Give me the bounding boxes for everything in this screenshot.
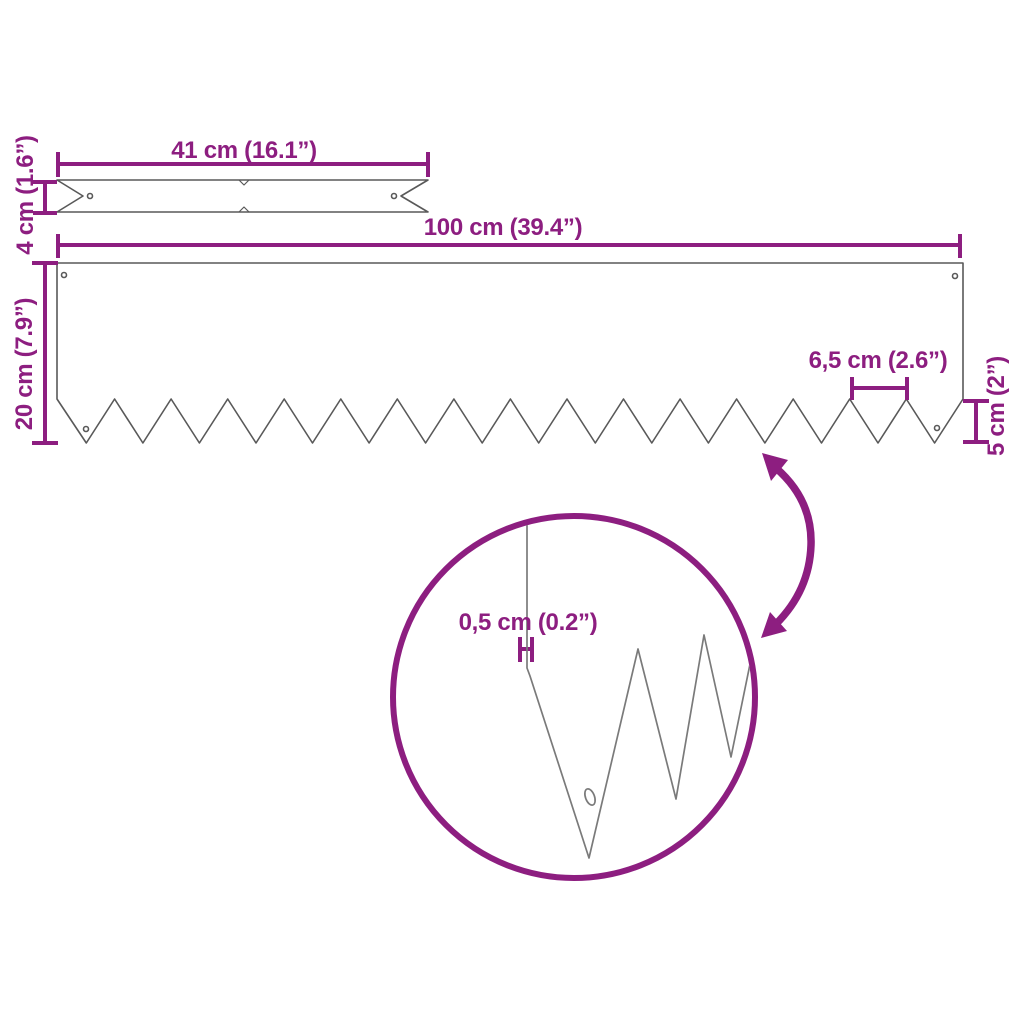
tooth-spacing-label: 6,5 cm (2.6”) [808,347,948,374]
panel-hole-top-right [951,272,959,280]
panel-height-label: 20 cm (7.9”) [11,297,38,431]
strip-hole-left [86,192,94,200]
zoom-detail-content [526,519,752,859]
tooth-height-label: 5 cm (2”) [983,355,1010,457]
strip-length-label: 41 cm (16.1”) [171,137,317,164]
dim-panel-height [32,261,58,445]
strip-height-label: 4 cm (1.6”) [12,135,39,255]
material-thickness-label: 0,5 cm (0.2”) [458,609,598,636]
panel-hole-top-left [60,271,68,279]
zoom-arrow-icon [761,453,815,638]
zoom-detail-circle [390,513,758,881]
dim-panel-length [56,234,962,258]
panel-length-label: 100 cm (39.4”) [423,214,583,241]
connector-strip-outline [56,179,429,213]
zoom-detail-hole [584,788,596,806]
dim-thickness [518,637,534,662]
dim-tooth-spacing [850,377,909,400]
dimension-lines [32,152,989,662]
dim-tooth-height [963,399,989,444]
dim-strip-height [33,180,57,215]
dim-strip-length [56,152,430,177]
panel-hole-bottom-right [933,424,941,432]
edging-panel-outline [56,262,964,444]
strip-hole-right [390,192,398,200]
panel-hole-bottom-left [82,425,90,433]
